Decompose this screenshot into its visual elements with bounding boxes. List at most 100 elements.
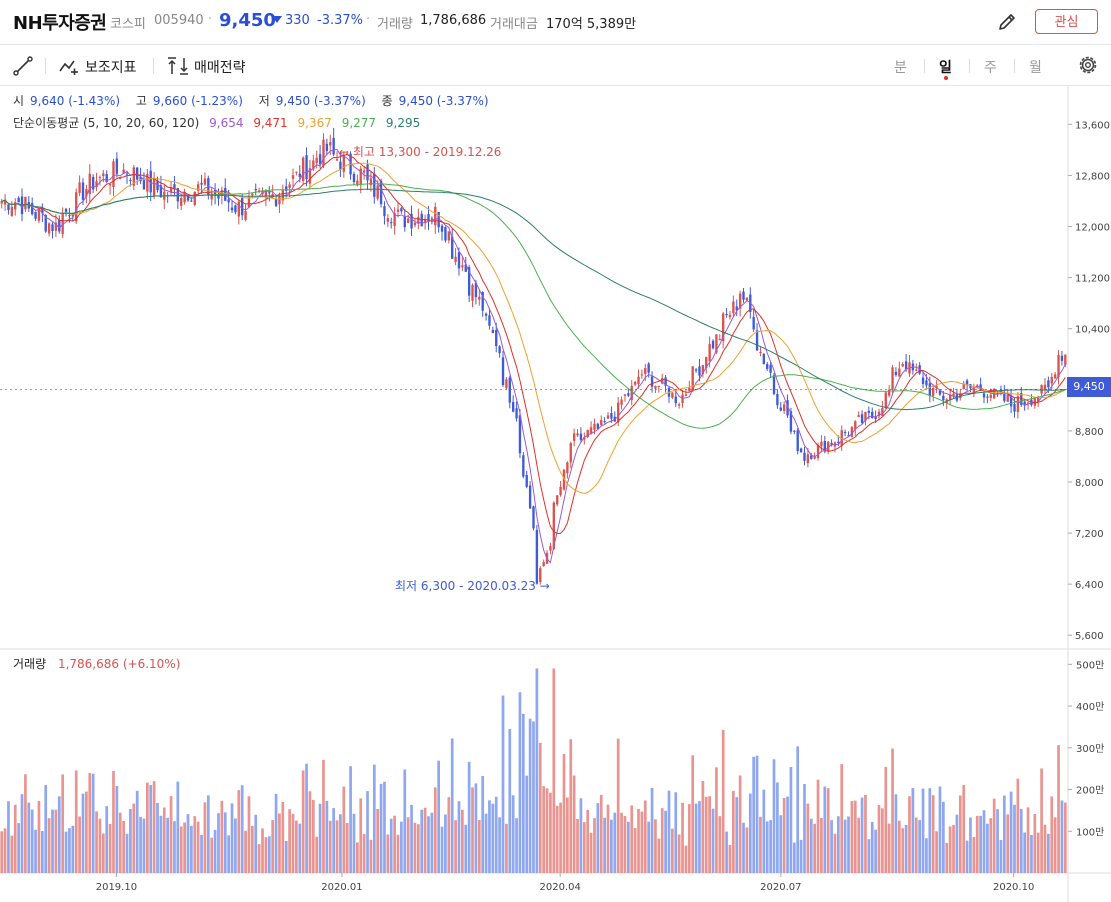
candle-body <box>539 568 542 583</box>
ma120-line <box>1 188 1066 411</box>
volume-bar <box>982 810 986 873</box>
volume-bar <box>559 802 562 873</box>
candle-body <box>356 180 359 185</box>
candle-body <box>17 197 20 203</box>
volume-bar <box>1060 800 1064 873</box>
volume-bar <box>203 802 207 873</box>
candle-body <box>732 301 735 314</box>
candle-body <box>1033 398 1037 406</box>
candle-body <box>1050 376 1053 384</box>
volume-bar <box>125 833 129 873</box>
candle-body <box>125 173 129 175</box>
candle-body <box>373 173 376 197</box>
volume-bar <box>525 775 529 873</box>
volume-bar <box>1019 808 1023 873</box>
volume-bar <box>813 823 817 873</box>
volume-bar <box>833 833 837 873</box>
period-tab-month[interactable]: 월 <box>1029 60 1042 76</box>
candle-body <box>644 368 647 375</box>
candle-body <box>616 402 620 423</box>
candle-body <box>942 395 945 401</box>
volume-bar <box>237 790 241 873</box>
candle-body <box>965 380 969 386</box>
candle-body <box>572 433 576 441</box>
period-tab-day[interactable]: 일 <box>939 60 952 76</box>
volume-bar <box>261 828 264 873</box>
watchlist-button[interactable]: 관심 <box>1035 9 1098 34</box>
candle-body <box>484 313 488 316</box>
volume-bar <box>538 742 542 873</box>
candle-body <box>1043 384 1047 390</box>
volume-bar <box>847 816 850 873</box>
candle-body <box>342 154 345 172</box>
candle-body <box>190 200 193 202</box>
period-tab-minute[interactable]: 분 <box>894 60 907 76</box>
trade-strategy-button[interactable]: 매매전략 <box>194 60 246 76</box>
candle-body <box>827 441 830 452</box>
volume-bar <box>582 822 586 873</box>
volume-bar <box>518 692 522 873</box>
open-value: 9,640 (-1.43%) <box>30 94 121 108</box>
volume-bar <box>352 813 356 873</box>
volume-bar <box>406 817 410 873</box>
ma20-value: 9,367 <box>297 116 332 130</box>
candle-body <box>762 353 766 365</box>
candle-body <box>671 392 674 398</box>
volume-bar <box>461 809 464 873</box>
candle-body <box>44 214 47 232</box>
candle-body <box>711 340 715 349</box>
candle-body <box>708 343 711 361</box>
volume-bar <box>1002 795 1006 873</box>
volume-bar <box>162 807 166 873</box>
volume-bar <box>112 771 115 873</box>
volume-legend-value: 1,786,686 (+6.10%) <box>57 657 181 671</box>
volume-bar <box>715 767 718 873</box>
candle-body <box>928 383 931 397</box>
volume-bar <box>616 738 620 873</box>
volume-bar <box>95 811 98 873</box>
pencil-icon[interactable] <box>996 11 1018 33</box>
gear-icon[interactable] <box>1077 54 1099 76</box>
candle-body <box>637 376 640 384</box>
candle-body <box>1006 395 1009 402</box>
volume-bar <box>857 817 861 873</box>
candle-body <box>457 252 461 269</box>
candle-body <box>251 193 254 196</box>
amount-value: 170억 5,389만 <box>546 17 637 32</box>
volume-bar <box>918 820 922 873</box>
candle-body <box>884 392 887 408</box>
candle-body <box>498 346 501 354</box>
candle-body <box>583 437 586 440</box>
ma-legend: 단순이동평균 (5, 10, 20, 60, 120) 9,654 9,471 … <box>13 114 426 131</box>
candle-body <box>47 223 51 234</box>
candle-body <box>440 225 444 232</box>
volume-bar <box>454 820 457 873</box>
trade-strategy-icon[interactable] <box>166 56 190 76</box>
volume-tick-label: 200만 <box>1076 785 1104 797</box>
candle-body <box>85 189 88 197</box>
candle-body <box>423 219 427 223</box>
volume-bar <box>440 826 444 873</box>
volume-bar <box>508 729 512 873</box>
candle-body <box>603 421 606 423</box>
candle-body <box>210 193 213 200</box>
price-tick-label: 11,200 <box>1075 274 1110 285</box>
candle-body <box>434 206 437 226</box>
price-tick-label: 8,800 <box>1075 427 1104 438</box>
candle-body <box>481 291 484 311</box>
drawing-tool-icon[interactable] <box>13 56 33 76</box>
volume-bar <box>633 827 637 873</box>
volume-bar <box>430 812 434 873</box>
period-tab-week[interactable]: 주 <box>984 60 997 76</box>
volume-bar <box>210 837 214 873</box>
candle-body <box>247 196 251 208</box>
candle-body <box>1003 392 1006 402</box>
volume-bar <box>566 797 569 873</box>
candle-body <box>102 173 105 177</box>
stock-code: 005940 <box>154 13 204 28</box>
volume-bar <box>776 782 779 873</box>
indicator-button[interactable]: 보조지표 <box>85 60 137 76</box>
candle-body <box>339 161 342 170</box>
indicator-icon[interactable] <box>59 56 79 76</box>
